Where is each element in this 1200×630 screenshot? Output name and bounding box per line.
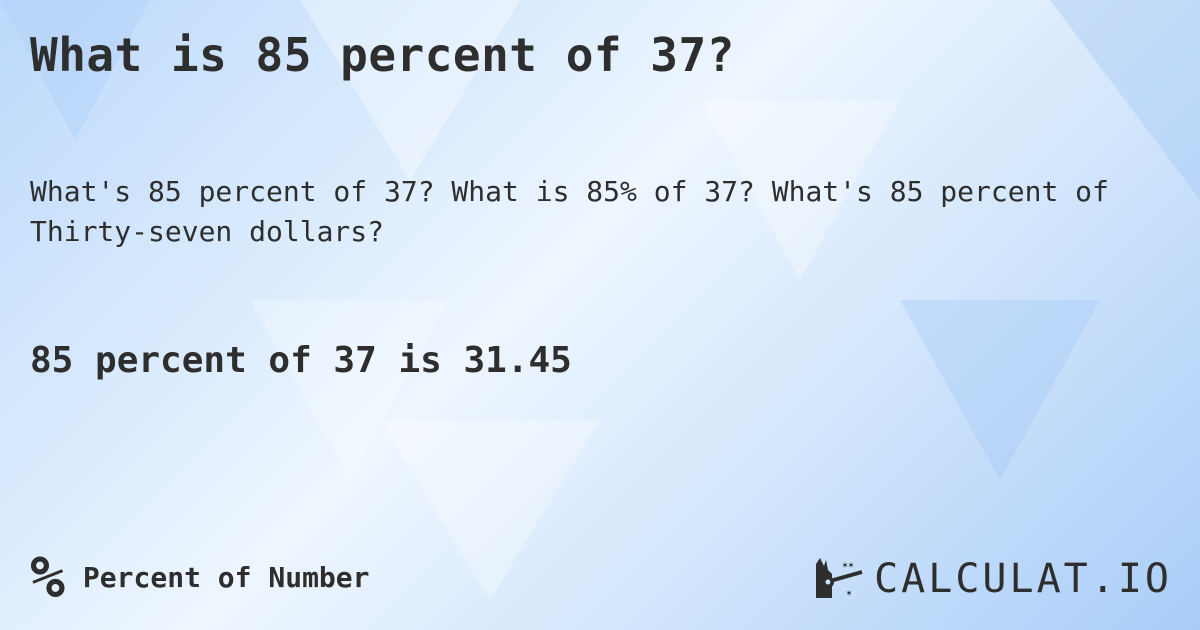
category-footer: % Percent of Number <box>30 548 370 606</box>
percent-icon: % <box>30 543 65 611</box>
calculat-logo: ✶✶ ✶ CALCULAT.IO <box>812 556 1172 602</box>
magic-hand-icon: ✶✶ ✶ <box>816 558 863 599</box>
svg-text:✶✶: ✶✶ <box>842 560 854 571</box>
page-title: What is 85 percent of 37? <box>30 28 735 82</box>
category-label: Percent of Number <box>82 560 370 594</box>
svg-text:✶: ✶ <box>846 588 852 599</box>
answer: 85 percent of 37 is 31.45 <box>30 340 572 381</box>
subtitle: What's 85 percent of 37? What is 85% of … <box>30 175 1109 248</box>
logo-text: CALCULAT.IO <box>874 556 1172 602</box>
